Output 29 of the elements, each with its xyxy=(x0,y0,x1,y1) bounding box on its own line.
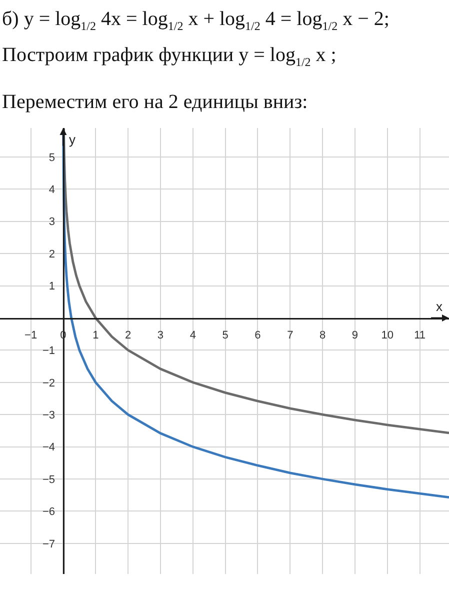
x-tick-label: 9 xyxy=(352,330,358,342)
y-tick-label: −3 xyxy=(42,409,56,422)
x-tick-label: 6 xyxy=(254,330,261,342)
y-tick-label: 2 xyxy=(48,248,56,260)
x-tick-label: 3 xyxy=(157,330,164,342)
y-tick-label: 1 xyxy=(48,280,56,293)
text: Переместим его на 2 единицы вниз: xyxy=(2,90,308,115)
y-tick-label: −6 xyxy=(42,506,56,518)
y-tick-label: −7 xyxy=(42,538,56,550)
chart-title: б) y = log$_{1/2}$ 4x = log$_{1/2}$ x + log$_{1/2}$ 4 = log$_{1/2}$ x − 2; xyxy=(2,8,390,33)
y-axis-title: y xyxy=(69,132,76,147)
y-tick-label: 4 xyxy=(48,184,56,196)
x-tick-label: 5 xyxy=(222,330,228,342)
y-tick-label: −5 xyxy=(42,474,56,486)
y-tick-label: −4 xyxy=(42,442,56,454)
x-tick-label: 2 xyxy=(124,330,132,342)
x-tick-label: 4 xyxy=(190,330,196,342)
y-tick-label: 5 xyxy=(48,152,56,164)
x-tick-label: 8 xyxy=(320,330,326,342)
x-tick-label: 7 xyxy=(287,330,294,342)
x-tick-label: −1 xyxy=(24,330,38,342)
x-axis-title: x xyxy=(436,299,443,314)
x-tick-label: 1 xyxy=(92,330,99,342)
x-tick-label: 11 xyxy=(414,330,426,342)
y-tick-label: −2 xyxy=(42,377,56,390)
x-tick-label: 10 xyxy=(381,330,394,342)
y-tick-label: −1 xyxy=(42,345,56,358)
chart-subtitle: Построим график функции y = log$_{1/2}$ x ; xyxy=(2,43,336,71)
y-tick-label: 3 xyxy=(48,216,56,228)
